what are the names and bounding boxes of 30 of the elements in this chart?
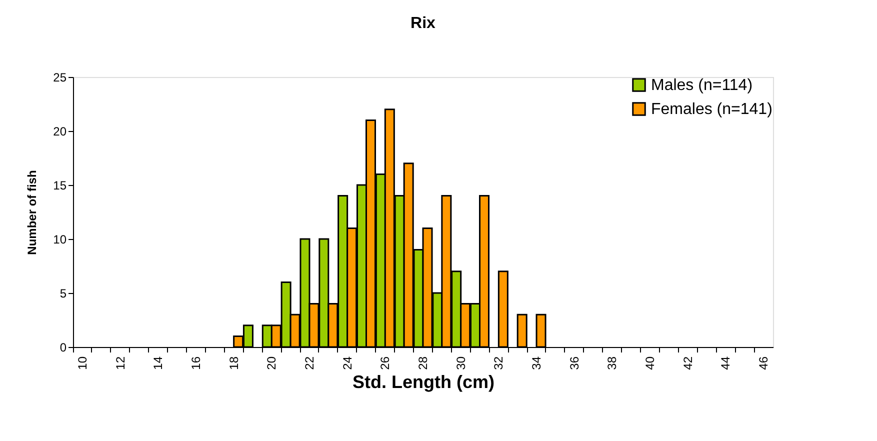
y-tick-label: 10 <box>53 232 67 246</box>
x-tick-label: 32 <box>492 356 506 370</box>
x-axis-title: Std. Length (cm) <box>352 372 494 392</box>
y-axis-title: Number of fish <box>25 170 40 255</box>
x-tick-label: 36 <box>567 356 582 370</box>
x-tick-label: 24 <box>340 356 354 370</box>
x-tick-label: 40 <box>643 356 658 370</box>
x-tick-label: 38 <box>605 356 620 370</box>
x-tick-label: 12 <box>113 356 128 370</box>
x-tick-label: 46 <box>756 356 771 370</box>
x-tick-label: 42 <box>680 356 695 370</box>
x-tick-label: 28 <box>416 356 430 370</box>
x-tick-label: 22 <box>302 356 316 370</box>
chart-title: Rix <box>410 15 436 32</box>
x-tick-label: 10 <box>75 356 90 370</box>
x-tick-label: 14 <box>151 356 166 370</box>
y-tick-label: 15 <box>53 178 67 192</box>
x-tick-label: 20 <box>264 356 279 370</box>
y-tick-label: 25 <box>53 70 67 84</box>
y-tick-label: 5 <box>60 286 67 300</box>
x-tick-label: 44 <box>718 356 733 370</box>
legend-label: Females (n=141) <box>651 101 772 118</box>
x-tick-label: 16 <box>188 356 203 370</box>
x-tick-label: 34 <box>530 356 544 370</box>
x-tick-label: 18 <box>226 356 241 370</box>
x-tick-label: 26 <box>378 356 392 370</box>
y-tick-label: 20 <box>53 124 67 138</box>
x-tick-label: 30 <box>454 356 468 370</box>
y-tick-label: 0 <box>60 340 67 354</box>
legend-label: Males (n=114) <box>651 77 753 94</box>
